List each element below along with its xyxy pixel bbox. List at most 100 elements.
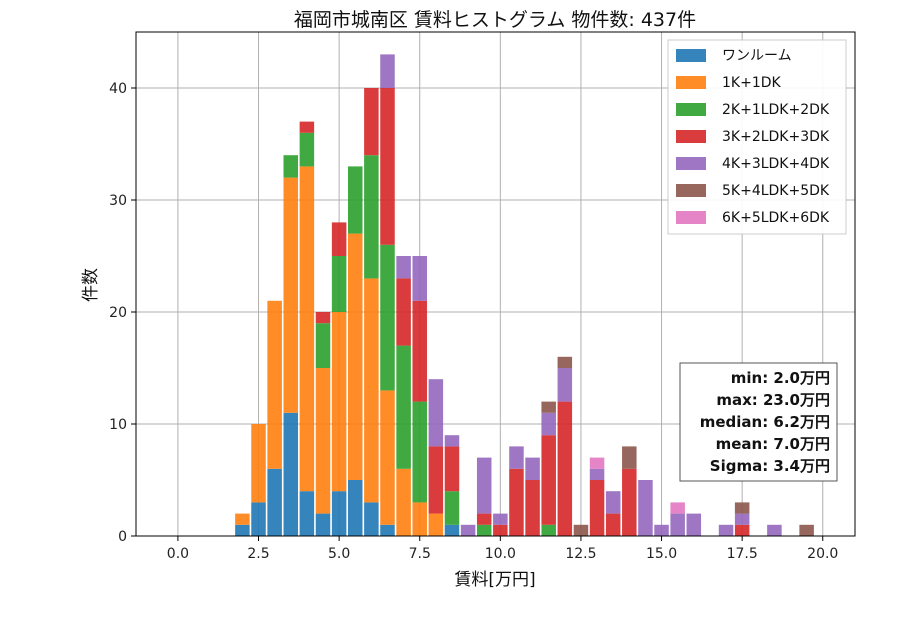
legend-swatch bbox=[676, 103, 706, 116]
statistics-box: min: 2.0万円 max: 23.0万円 median: 6.2万円 mea… bbox=[679, 362, 838, 482]
bar bbox=[557, 401, 573, 536]
bar bbox=[412, 502, 427, 536]
bar bbox=[605, 491, 621, 514]
axis-ticks: 0.0 2.5 5.0 7.5 10.0 12.5 15.0 17.5 20.0 0 10 20 30 4… bbox=[109, 81, 838, 562]
bar bbox=[767, 524, 782, 536]
bar bbox=[380, 244, 395, 391]
bar bbox=[347, 233, 363, 480]
bar bbox=[380, 54, 395, 88]
bar bbox=[364, 502, 379, 536]
legend-swatch bbox=[676, 76, 706, 89]
bar bbox=[396, 256, 411, 279]
bar bbox=[396, 345, 411, 469]
legend: ワンルーム 1K+1DK 2K+1LDK+2DK 3K+2LDK+3DK 4K+3LDK… bbox=[667, 39, 847, 235]
bar bbox=[331, 256, 347, 312]
x-axis-label: 賃料[万円] bbox=[454, 570, 535, 590]
y-tick-label: 0 bbox=[118, 529, 127, 545]
x-tick-label: 12.5 bbox=[565, 546, 596, 562]
bar bbox=[315, 513, 331, 536]
bar bbox=[267, 300, 282, 469]
y-tick-label: 30 bbox=[109, 193, 127, 209]
bar bbox=[622, 446, 637, 469]
bar bbox=[315, 323, 331, 368]
bar bbox=[347, 480, 363, 536]
bar bbox=[331, 491, 347, 536]
legend-label: 1K+1DK bbox=[722, 75, 782, 91]
bar bbox=[444, 446, 460, 492]
bar bbox=[412, 256, 427, 301]
bar bbox=[412, 401, 427, 503]
x-tick-label: 20.0 bbox=[807, 546, 838, 562]
bar bbox=[428, 446, 444, 514]
y-tick-label: 10 bbox=[109, 417, 127, 433]
bar bbox=[654, 524, 669, 536]
legend-swatch bbox=[676, 211, 706, 224]
x-tick-label: 0.0 bbox=[167, 546, 189, 562]
bar bbox=[557, 368, 573, 402]
bar bbox=[380, 390, 395, 525]
bar bbox=[525, 480, 540, 536]
bar bbox=[734, 502, 750, 514]
bar bbox=[251, 502, 266, 536]
bar bbox=[331, 312, 347, 492]
bar bbox=[573, 524, 589, 536]
bar bbox=[444, 435, 460, 447]
y-tick-label: 20 bbox=[109, 305, 127, 321]
bar bbox=[396, 468, 411, 536]
legend-swatch bbox=[676, 130, 706, 143]
bar bbox=[283, 412, 299, 536]
bar bbox=[686, 513, 702, 536]
bar bbox=[428, 513, 444, 536]
bar bbox=[493, 524, 508, 536]
bar bbox=[509, 468, 524, 536]
bar bbox=[799, 524, 814, 536]
y-tick-label: 40 bbox=[109, 81, 127, 97]
stat-min: min: 2.0万円 bbox=[731, 369, 830, 387]
y-axis-label: 件数 bbox=[81, 268, 101, 302]
bar bbox=[347, 166, 363, 234]
bar bbox=[541, 524, 556, 536]
bar bbox=[428, 379, 444, 447]
bar bbox=[364, 88, 379, 156]
bar bbox=[509, 446, 524, 469]
stat-max: max: 23.0万円 bbox=[716, 391, 830, 409]
bar bbox=[670, 502, 685, 514]
bar bbox=[557, 356, 573, 368]
bar bbox=[412, 300, 427, 402]
stat-median: median: 6.2万円 bbox=[700, 413, 830, 431]
bar bbox=[235, 524, 250, 536]
legend-swatch bbox=[676, 49, 706, 62]
x-tick-label: 17.5 bbox=[727, 546, 758, 562]
bar bbox=[444, 491, 460, 525]
bar bbox=[235, 513, 250, 525]
bar bbox=[589, 457, 605, 469]
legend-label: ワンルーム bbox=[722, 48, 792, 64]
bar bbox=[251, 424, 266, 503]
bar bbox=[283, 155, 299, 178]
x-tick-label: 5.0 bbox=[328, 546, 350, 562]
bar bbox=[299, 121, 315, 133]
bar bbox=[396, 278, 411, 346]
legend-swatch bbox=[676, 184, 706, 197]
bar bbox=[283, 177, 299, 413]
bar bbox=[315, 312, 331, 324]
bar bbox=[460, 524, 476, 536]
stat-mean: mean: 7.0万円 bbox=[716, 435, 830, 453]
bar bbox=[541, 412, 556, 436]
bar bbox=[541, 401, 556, 413]
bar bbox=[364, 278, 379, 503]
bar bbox=[331, 222, 347, 256]
x-tick-label: 15.0 bbox=[646, 546, 677, 562]
legend-label: 3K+2LDK+3DK bbox=[722, 129, 830, 145]
bar bbox=[493, 513, 508, 525]
bar bbox=[734, 513, 750, 525]
bars bbox=[235, 54, 814, 536]
statistics-frame bbox=[679, 362, 838, 482]
plot-frame bbox=[135, 31, 856, 537]
bar bbox=[380, 88, 395, 245]
bar bbox=[364, 155, 379, 279]
x-tick-label: 7.5 bbox=[409, 546, 431, 562]
bar bbox=[605, 513, 621, 536]
chart-title: 福岡市城南区 賃料ヒストグラム 物件数: 437件 bbox=[294, 9, 696, 31]
x-tick-label: 2.5 bbox=[247, 546, 269, 562]
